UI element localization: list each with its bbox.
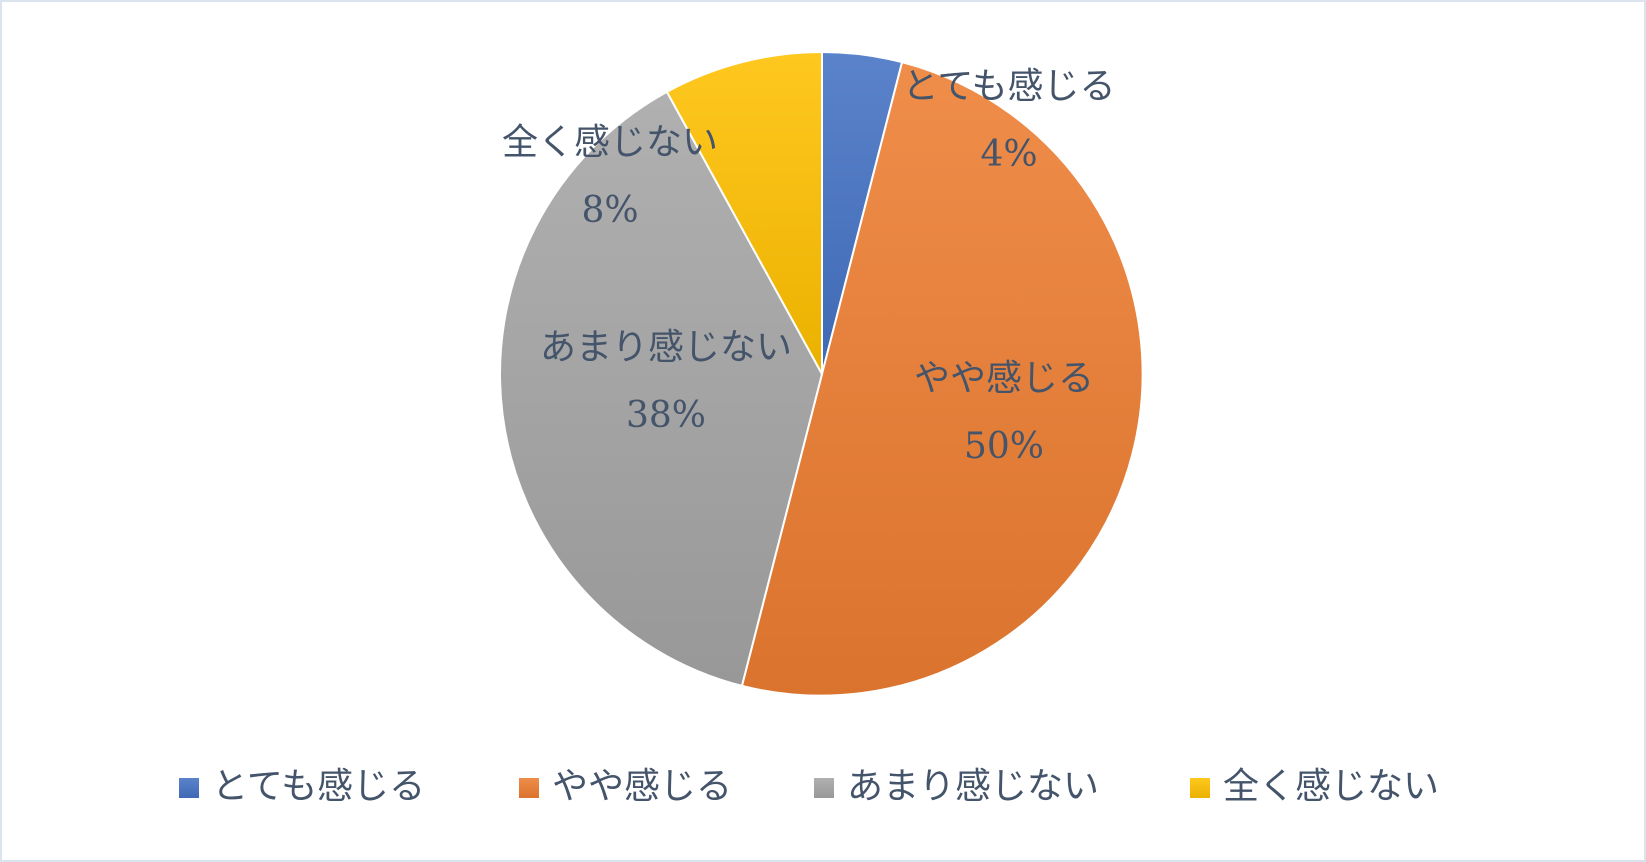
pie-slice-3 [499, 90, 824, 688]
legend-swatch-2 [519, 778, 539, 798]
pie-slice-4 [665, 50, 823, 375]
data-labels: とても感じる 4% やや感じる 50% あまり感じない 38% 全く感じない 8% [502, 66, 1116, 467]
legend-label-3: あまり感じない [847, 766, 1099, 807]
data-label-category-3: あまり感じない [540, 327, 792, 368]
legend-label-4: 全く感じない [1223, 766, 1439, 807]
data-label-value-2: 50% [964, 426, 1044, 467]
legend: とても感じる やや感じる あまり感じない 全く感じない [179, 766, 1439, 807]
legend-swatch-4 [1190, 778, 1210, 798]
data-label-value-1: 4% [980, 134, 1037, 175]
pie-slices [499, 50, 1144, 697]
legend-swatch-1 [179, 778, 199, 798]
pie-slice-2 [740, 60, 1144, 697]
data-label-category-1: とても感じる [902, 66, 1115, 107]
legend-label-2: やや感じる [552, 766, 732, 807]
legend-swatch-3 [814, 778, 834, 798]
data-label-value-4: 8% [581, 190, 638, 231]
legend-label-1: とても感じる [212, 766, 425, 807]
data-label-category-2: やや感じる [914, 358, 1094, 399]
data-label-category-4: 全く感じない [502, 122, 718, 163]
data-label-value-3: 38% [626, 395, 706, 436]
